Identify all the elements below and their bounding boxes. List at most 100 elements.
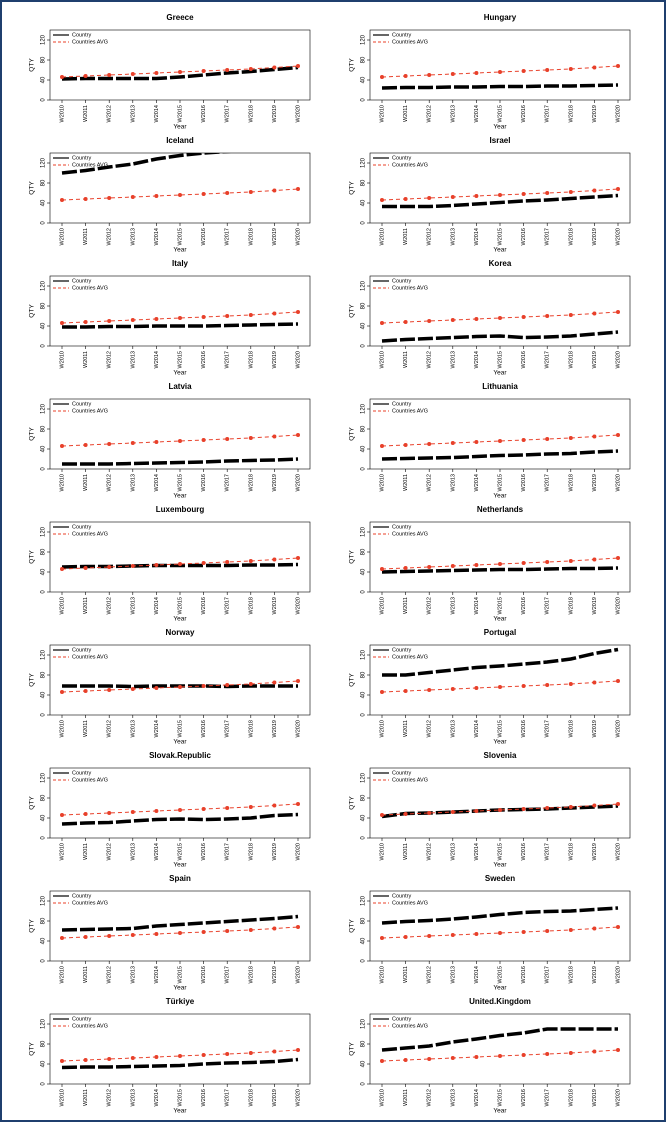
avg-point — [474, 932, 479, 936]
plot — [380, 906, 620, 940]
panel: Luxembourg 0 40 80 120 W2010 W2011 W2012 W2013 W2… — [29, 505, 311, 623]
avg-point — [130, 441, 135, 445]
x-tick-label: W2012 — [107, 228, 113, 245]
x-tick-label: W2013 — [130, 720, 136, 737]
y-tick-label: 80 — [361, 917, 367, 924]
avg-point — [403, 812, 408, 816]
avg-point — [403, 935, 408, 939]
x-tick-label: W2011 — [83, 966, 89, 983]
x-axis-label: Year — [173, 247, 187, 254]
y-tick-label: 40 — [361, 445, 367, 452]
avg-point — [248, 682, 253, 686]
x-tick-label: W2012 — [107, 105, 113, 122]
y-tick-label: 120 — [361, 157, 367, 168]
y-tick-label: 40 — [41, 445, 47, 452]
x-tick-label: W2013 — [130, 228, 136, 245]
avg-point — [498, 808, 502, 812]
avg-point — [521, 192, 526, 196]
avg-point — [225, 560, 230, 564]
y-axis-label: QTY — [349, 919, 356, 933]
y-tick-label: 120 — [41, 403, 47, 414]
avg-point — [545, 929, 550, 933]
x-tick-label: W2012 — [427, 1089, 433, 1106]
avg-point — [474, 71, 479, 75]
x-tick-label: W2012 — [107, 966, 113, 983]
y-tick-label: 80 — [361, 302, 367, 309]
x-tick-label: W2014 — [154, 597, 160, 614]
country-line — [381, 1027, 618, 1052]
y-tick-label: 120 — [361, 772, 367, 783]
avg-point — [450, 195, 455, 199]
y-tick-label: 120 — [361, 895, 367, 906]
y-tick-label: 120 — [361, 280, 367, 291]
avg-point — [616, 802, 620, 806]
y-tick-label: 80 — [41, 794, 47, 801]
y-tick-label: 40 — [361, 814, 367, 821]
plot — [60, 914, 300, 940]
x-tick-label: W2013 — [130, 597, 136, 614]
x-tick-label: W2018 — [248, 105, 254, 122]
avg-line — [381, 188, 619, 201]
y-tick-label: 120 — [361, 526, 367, 537]
x-tick-label: W2018 — [568, 105, 574, 122]
panel: Spain 0 40 80 120 W2010 W2011 W2012 W2013 W2014 W2… — [29, 874, 311, 992]
x-tick-label: W2010 — [59, 474, 65, 491]
plot — [380, 647, 620, 694]
x-tick-label: W2016 — [201, 966, 207, 983]
panel: Portugal 0 40 80 120 W2010 W2011 W2012 W2013 W201… — [349, 628, 631, 746]
x-tick-label: W2013 — [450, 597, 456, 614]
avg-point — [83, 689, 88, 693]
x-tick-label: W2010 — [59, 597, 65, 614]
x-tick-label: W2016 — [521, 105, 527, 122]
x-tick-label: W2016 — [201, 1089, 207, 1106]
plot — [380, 433, 620, 461]
country-line — [381, 566, 619, 574]
x-tick-label: W2013 — [450, 1089, 456, 1106]
x-tick-label: W2016 — [521, 720, 527, 737]
avg-point — [225, 683, 230, 687]
avg-point — [107, 565, 112, 569]
x-tick-label: W2014 — [154, 474, 160, 491]
y-tick-label: 80 — [41, 1040, 47, 1047]
x-tick-label: W2010 — [59, 105, 65, 122]
avg-point — [568, 928, 573, 932]
x-tick-label: W2015 — [177, 351, 183, 368]
avg-point — [248, 313, 253, 317]
y-tick-label: 80 — [361, 671, 367, 678]
avg-point — [616, 556, 620, 560]
y-tick-label: 40 — [361, 322, 367, 329]
x-tick-label: W2015 — [497, 843, 503, 860]
y-tick-label: 80 — [361, 548, 367, 555]
y-tick-label: 0 — [361, 221, 367, 225]
avg-point — [545, 560, 550, 564]
panel: Greece 0 40 80 120 W2010 W2011 W2012 W2013 W2014 W… — [29, 13, 311, 131]
x-tick-label: W2015 — [497, 720, 503, 737]
legend-label: Country — [72, 770, 92, 776]
x-tick-label: W2012 — [107, 351, 113, 368]
x-axis-label: Year — [173, 124, 187, 131]
legend-label: Countries AVG — [392, 1023, 428, 1029]
x-tick-label: W2019 — [592, 105, 598, 122]
avg-point — [154, 440, 159, 444]
x-tick-label: W2016 — [201, 843, 207, 860]
y-axis-label: QTY — [29, 58, 36, 72]
avg-point — [225, 929, 230, 933]
avg-point — [403, 320, 408, 324]
x-tick-label: W2017 — [545, 1089, 551, 1106]
x-tick-label: W2014 — [154, 351, 160, 368]
x-tick-label: W2017 — [545, 843, 551, 860]
legend-label: Countries AVG — [392, 900, 428, 906]
country-line — [381, 906, 619, 925]
x-tick-label: W2014 — [474, 351, 480, 368]
x-tick-label: W2013 — [130, 474, 136, 491]
avg-line — [381, 680, 619, 693]
y-tick-label: 40 — [361, 568, 367, 575]
y-tick-label: 40 — [41, 691, 47, 698]
avg-line — [381, 434, 619, 447]
avg-point — [201, 1053, 206, 1057]
legend-label: Country — [392, 770, 412, 776]
y-tick-label: 0 — [41, 836, 47, 840]
x-tick-label: W2012 — [427, 474, 433, 491]
plot — [380, 1027, 620, 1063]
